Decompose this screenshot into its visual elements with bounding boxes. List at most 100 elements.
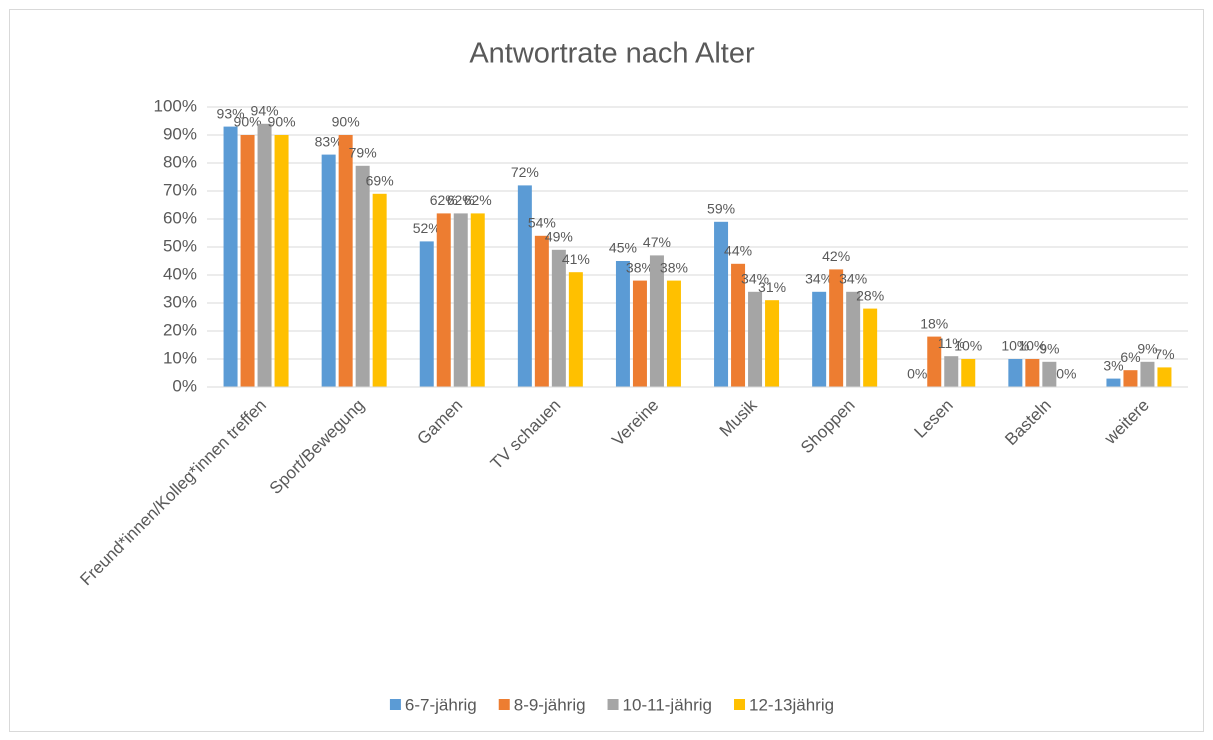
value-label: 6% [1120, 349, 1140, 365]
value-label: 3% [1103, 357, 1123, 373]
bar [470, 213, 485, 387]
value-label: 45% [609, 240, 637, 256]
value-label: 0% [907, 366, 927, 382]
bar [1140, 361, 1155, 387]
legend-label: 8-9-jährig [514, 695, 586, 714]
chart-title: Antwortrate nach Alter [469, 38, 755, 70]
legend-label: 12-13jährig [749, 695, 834, 714]
y-tick-label: 100% [154, 96, 197, 115]
bar [355, 165, 370, 387]
bar [846, 291, 861, 387]
bar [338, 135, 353, 387]
bar [927, 336, 942, 387]
value-label: 7% [1154, 346, 1174, 362]
bar [615, 261, 630, 387]
value-label: 93% [217, 105, 245, 121]
value-label: 9% [1137, 341, 1157, 357]
value-label: 34% [741, 271, 769, 287]
value-label: 62% [430, 192, 458, 208]
value-label: 62% [464, 192, 492, 208]
value-label: 18% [920, 315, 948, 331]
bar [321, 154, 336, 387]
bar [551, 249, 566, 387]
bar [419, 241, 434, 387]
legend-swatch [498, 699, 510, 710]
value-label: 69% [366, 173, 394, 189]
value-label: 90% [268, 114, 296, 130]
value-label: 79% [349, 145, 377, 161]
value-label: 34% [805, 271, 833, 287]
bar [632, 280, 647, 387]
y-tick-label: 80% [163, 152, 197, 171]
value-label: 10% [1018, 338, 1046, 354]
y-tick-label: 20% [163, 320, 197, 339]
value-label: 72% [511, 164, 539, 180]
value-label: 38% [626, 259, 654, 275]
bar [1123, 370, 1138, 387]
bar [748, 291, 763, 387]
bar [274, 135, 289, 387]
bar [372, 193, 387, 387]
y-tick-label: 30% [163, 292, 197, 311]
y-tick-label: 0% [172, 376, 197, 395]
bar [1042, 361, 1057, 387]
bar [829, 269, 844, 387]
legend-swatch [389, 699, 401, 710]
y-tick-label: 40% [163, 264, 197, 283]
bar [257, 123, 272, 388]
y-tick-label: 70% [163, 180, 197, 199]
bar [1157, 367, 1172, 387]
value-label: 34% [839, 271, 867, 287]
bar [240, 135, 255, 387]
value-label: 62% [447, 192, 475, 208]
bar [714, 221, 729, 387]
bar [534, 235, 549, 387]
value-label: 54% [528, 215, 556, 231]
value-label: 42% [822, 248, 850, 264]
value-label: 41% [562, 251, 590, 267]
legend-label: 10-11-jährig [623, 695, 712, 714]
y-tick-label: 10% [163, 348, 197, 367]
bar [1008, 359, 1023, 387]
legend-swatch [607, 699, 619, 710]
value-label: 0% [1056, 366, 1076, 382]
value-label: 49% [545, 229, 573, 245]
legend-label: 6-7-jährig [405, 695, 477, 714]
value-label: 31% [758, 279, 786, 295]
bar [765, 300, 780, 387]
value-label: 44% [724, 243, 752, 259]
bar [1025, 359, 1040, 387]
value-label: 28% [856, 287, 884, 303]
value-label: 59% [707, 201, 735, 217]
bar [453, 213, 468, 387]
y-tick-label: 90% [163, 124, 197, 143]
y-tick-label: 60% [163, 208, 197, 227]
value-label: 10% [1001, 338, 1029, 354]
y-tick-label: 50% [163, 236, 197, 255]
legend-swatch [734, 699, 746, 710]
value-label: 11% [938, 335, 965, 351]
value-label: 38% [660, 259, 688, 275]
bar [568, 272, 583, 387]
value-label: 47% [643, 234, 671, 250]
bar [731, 263, 746, 387]
value-label: 90% [234, 114, 262, 130]
bar [812, 291, 827, 387]
value-label: 9% [1039, 341, 1059, 357]
bar [666, 280, 681, 387]
value-label: 90% [332, 114, 360, 130]
bar [863, 308, 878, 387]
value-label: 94% [251, 103, 279, 119]
value-label: 10% [954, 338, 982, 354]
bar [436, 213, 451, 387]
bar [961, 359, 976, 387]
value-label: 52% [413, 220, 441, 236]
bar [1106, 378, 1121, 387]
chart-frame [9, 9, 1204, 732]
bar [944, 356, 959, 387]
bar [223, 126, 238, 387]
bar [517, 185, 532, 387]
bar [649, 255, 664, 387]
value-label: 83% [315, 133, 343, 149]
